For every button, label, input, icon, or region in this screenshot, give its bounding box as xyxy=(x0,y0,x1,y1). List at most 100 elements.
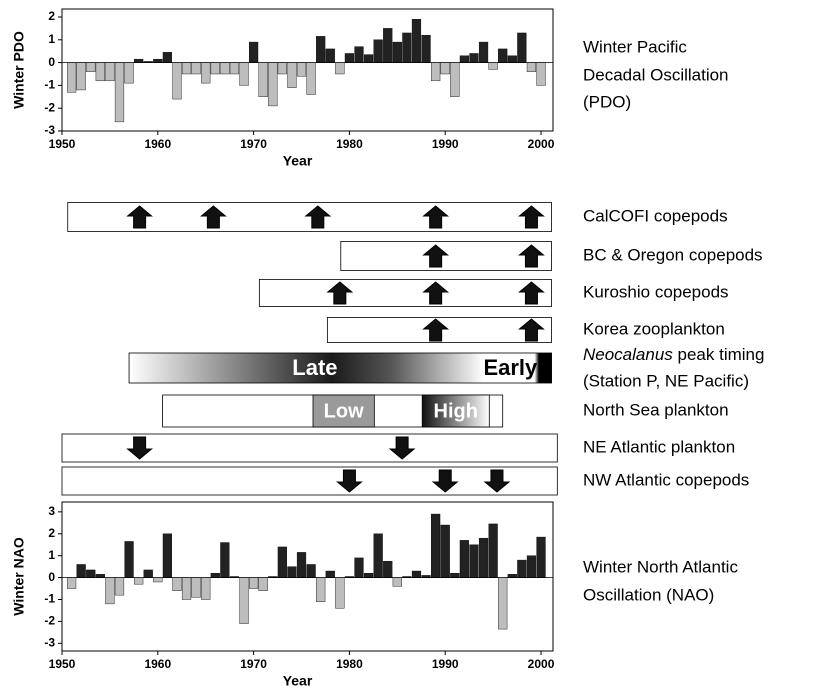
row-label-line: (Station P, NE Pacific) xyxy=(583,371,749,390)
bar xyxy=(383,28,393,63)
bar xyxy=(296,62,307,77)
bar xyxy=(181,577,192,600)
bar xyxy=(344,53,355,63)
x-tick-label: 1970 xyxy=(240,657,267,671)
arrow xyxy=(336,469,363,493)
bar xyxy=(239,577,249,624)
bar xyxy=(316,36,326,63)
x-tick-label: 1970 xyxy=(240,137,267,151)
row-span xyxy=(61,466,558,496)
bar xyxy=(258,62,268,97)
arrow xyxy=(518,205,545,229)
bar xyxy=(392,577,402,587)
bar xyxy=(191,62,201,75)
bar xyxy=(335,62,345,75)
bar xyxy=(498,577,508,630)
bar xyxy=(258,577,268,591)
band-label: Early xyxy=(483,355,538,380)
bar xyxy=(134,58,144,63)
bar xyxy=(172,577,182,591)
bar xyxy=(354,46,364,63)
plot-frame xyxy=(61,501,554,652)
bar xyxy=(124,541,134,578)
row-span xyxy=(128,352,552,384)
arrow xyxy=(304,205,332,229)
bar xyxy=(517,559,527,578)
row-span xyxy=(340,241,552,271)
row-label: Kuroshio copepods xyxy=(583,282,729,301)
bar xyxy=(201,62,211,84)
y-tick-label: 1 xyxy=(48,32,55,46)
bar xyxy=(86,62,96,72)
y-tick-label: -1 xyxy=(44,592,55,606)
bar xyxy=(76,564,86,578)
bar xyxy=(383,560,393,578)
bar xyxy=(450,573,460,578)
row-span xyxy=(258,279,552,307)
bar xyxy=(469,544,479,578)
bar xyxy=(143,569,153,578)
bar xyxy=(105,62,115,82)
bar xyxy=(536,536,546,578)
bar xyxy=(478,41,489,63)
row-label: NE Atlantic plankton xyxy=(583,437,735,456)
y-tick-label: -3 xyxy=(44,636,55,650)
bar xyxy=(201,577,211,600)
bar xyxy=(66,577,77,589)
bar xyxy=(469,53,479,63)
y-tick-label: -2 xyxy=(44,614,55,628)
x-tick-label: 1990 xyxy=(432,657,459,671)
x-tick-label: 1980 xyxy=(336,657,363,671)
x-tick-label: 1990 xyxy=(432,137,459,151)
arrow xyxy=(431,469,459,493)
bar xyxy=(249,577,259,589)
side-label: Decadal Oscillation xyxy=(583,65,729,84)
arrow xyxy=(518,281,545,305)
bar xyxy=(220,542,230,578)
segment-label: Low xyxy=(324,400,364,422)
arrow xyxy=(483,469,511,493)
y-tick-label: 3 xyxy=(48,504,55,518)
row-label: BC & Oregon copepods xyxy=(583,245,763,264)
y-tick-label: -3 xyxy=(44,123,55,137)
bar xyxy=(526,555,537,578)
bar xyxy=(507,574,517,578)
bar xyxy=(114,577,125,596)
bar xyxy=(517,32,527,63)
bar xyxy=(220,62,230,75)
bar xyxy=(411,19,422,63)
bar xyxy=(191,577,201,598)
x-tick-label: 2000 xyxy=(528,137,555,151)
bar xyxy=(392,41,402,63)
bar xyxy=(124,62,134,84)
arrow xyxy=(422,281,450,305)
y-axis-title: Winter PDO xyxy=(11,31,27,109)
x-tick-label: 1960 xyxy=(144,657,171,671)
arrow xyxy=(518,244,545,268)
bar xyxy=(459,55,469,63)
segment xyxy=(421,394,490,428)
side-label: Oscillation (NAO) xyxy=(583,585,714,604)
y-tick-label: -1 xyxy=(44,78,55,92)
bar xyxy=(95,62,105,82)
bar xyxy=(249,41,259,63)
arrow xyxy=(126,436,153,460)
band-label: Late xyxy=(292,355,337,380)
side-label: Winter North Atlantic xyxy=(583,557,738,576)
segment xyxy=(312,394,375,428)
bar xyxy=(431,513,441,578)
y-tick-label: 1 xyxy=(48,548,55,562)
arrow xyxy=(518,318,545,342)
x-tick-label: 1950 xyxy=(49,657,76,671)
bar xyxy=(153,58,163,63)
row-span xyxy=(67,202,552,232)
x-tick-label: 2000 xyxy=(528,657,555,671)
bar xyxy=(239,62,249,86)
bar xyxy=(354,557,364,578)
bar xyxy=(488,62,498,70)
bar xyxy=(134,577,144,585)
bar xyxy=(421,35,431,63)
side-label: (PDO) xyxy=(583,92,631,111)
row-label-italic: Neocalanus xyxy=(583,345,673,364)
